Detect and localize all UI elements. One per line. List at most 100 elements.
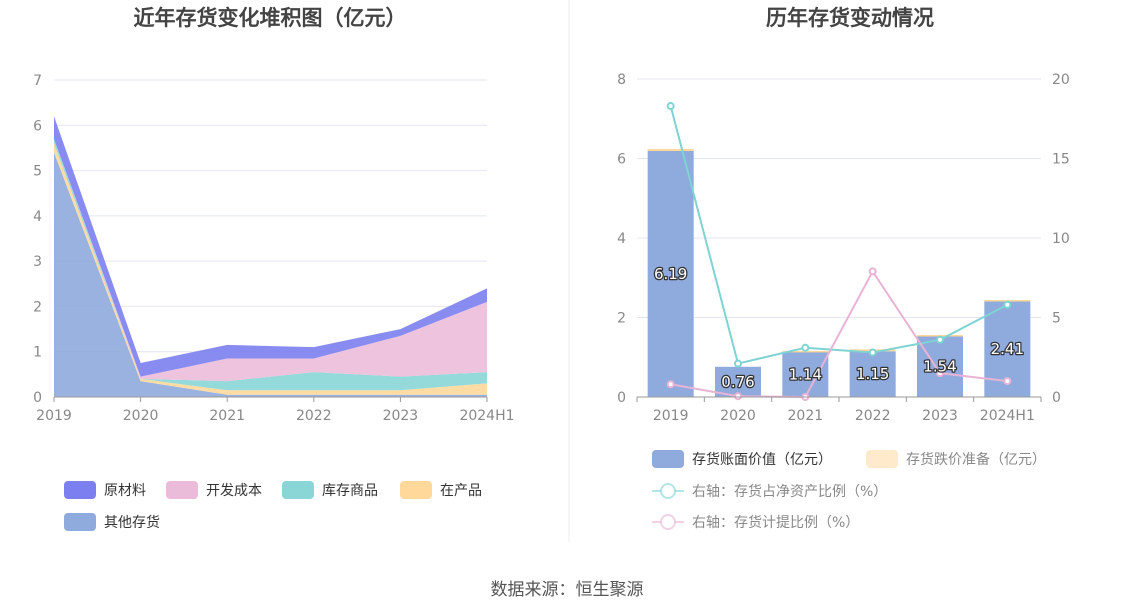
line-point <box>666 380 675 389</box>
right-chart-title: 历年存货变动情况 <box>766 6 934 30</box>
line-point <box>801 343 810 352</box>
left-y-tick: 5 <box>33 164 42 180</box>
left-y-tick: 3 <box>33 254 42 270</box>
inventory-bar <box>917 335 963 397</box>
right-y-tick-left: 2 <box>617 311 626 327</box>
impairment-bar <box>984 300 1031 302</box>
impairment-bar <box>647 148 694 151</box>
right-y-tick-left: 6 <box>617 152 626 168</box>
left-x-tick: 2019 <box>36 408 72 424</box>
bar-line-chart: 历年存货变动情况 6.190.76 1.14 1.15 1.542.41 024680… <box>617 6 1070 531</box>
right-grid <box>637 78 1041 318</box>
right-lines <box>666 102 1012 401</box>
line-point <box>868 348 877 357</box>
right-legend[interactable]: 存货账面价值（亿元） 存货跌价准备（亿元） 右轴：存货占净资产比例（%） 右轴：存货计… <box>652 450 1046 531</box>
area-series-0 <box>54 152 487 397</box>
line-series-3 <box>670 269 1008 399</box>
left-areas <box>54 116 487 397</box>
right-y-tick-left: 4 <box>617 231 626 247</box>
stacked-area-chart: 近年存货变化堆积图（亿元） 0 1 2 3 4 5 6 7 2019 2020 2021 2022 20… <box>33 6 515 531</box>
left-y-tick: 2 <box>33 299 42 315</box>
right-y-tick-right: 5 <box>1052 311 1061 327</box>
left-x-tick: 2020 <box>123 408 159 424</box>
left-y-tick: 1 <box>33 345 42 361</box>
right-legend-label: 存货跌价准备（亿元） <box>906 451 1046 468</box>
line-point <box>666 102 675 111</box>
right-x-tick: 2023 <box>922 408 958 424</box>
right-legend-marker <box>660 483 676 499</box>
bar-value-label: 1.54 <box>923 357 956 375</box>
left-x-tick: 2023 <box>383 408 419 424</box>
left-legend-swatch <box>64 481 96 499</box>
bar-value-label: 0.76 <box>721 373 754 391</box>
bar-value-label: 1.14 <box>789 365 822 383</box>
right-bars <box>647 148 1031 397</box>
inventory-bar <box>849 351 896 397</box>
left-legend-label: 开发成本 <box>206 483 262 499</box>
left-y-tick: 7 <box>33 73 42 89</box>
inventory-bar <box>647 150 694 397</box>
area-series-3 <box>54 138 487 382</box>
left-legend-swatch <box>400 481 432 499</box>
right-y-tick-right: 15 <box>1052 152 1070 168</box>
bar-value-label: 6.19 <box>654 265 687 283</box>
right-bar-labels: 6.19 0.76 1.14 1.15 1.54 2.41 <box>653 264 1026 392</box>
right-x-tick: 2022 <box>855 408 891 424</box>
inventory-bar <box>715 366 761 397</box>
right-legend-marker <box>660 514 676 530</box>
left-legend-label: 库存商品 <box>322 483 378 499</box>
right-x-tick: 2021 <box>788 408 824 424</box>
line-point <box>1003 300 1012 309</box>
right-legend-item[interactable]: 存货账面价值（亿元） <box>652 450 832 468</box>
bar-value-label: 1.15 <box>856 365 889 383</box>
right-legend-label: 存货账面价值（亿元） <box>692 451 832 468</box>
right-y-tick-right: 0 <box>1052 390 1061 406</box>
data-source: 数据来源：恒生聚源 <box>490 580 644 600</box>
left-legend-item[interactable]: 其他存货 <box>64 513 160 531</box>
right-legend-swatch <box>866 450 898 468</box>
inventory-bar <box>782 351 829 397</box>
left-legend-item[interactable]: 在产品 <box>400 481 482 499</box>
left-axis: 0 1 2 3 4 5 6 7 2019 2020 2021 2022 2023 2024H1 <box>33 73 514 424</box>
left-legend-item[interactable]: 库存商品 <box>282 481 378 499</box>
line-point <box>734 392 742 401</box>
right-x-tick: 2019 <box>653 408 689 424</box>
right-y-tick-left: 0 <box>617 390 626 406</box>
left-legend-swatch <box>64 513 96 531</box>
left-legend-item[interactable]: 原材料 <box>64 481 146 499</box>
right-y-tick-right: 20 <box>1052 72 1070 88</box>
left-legend-label: 原材料 <box>104 483 146 499</box>
left-legend-label: 其他存货 <box>104 514 160 531</box>
left-chart-title: 近年存货变化堆积图（亿元） <box>134 6 407 30</box>
line-point <box>1003 377 1012 386</box>
left-x-tick: 2021 <box>209 408 245 424</box>
left-legend-item[interactable]: 开发成本 <box>166 481 262 499</box>
right-legend-item[interactable]: 存货跌价准备（亿元） <box>866 450 1046 468</box>
right-x-tick: 2020 <box>720 408 756 424</box>
left-x-tick: 2024H1 <box>459 408 514 424</box>
left-y-tick: 4 <box>33 209 42 225</box>
line-point <box>936 335 944 344</box>
right-axis: 0 2 4 6 8 0 5 10 15 20 2019 2020 2021 2022 2023 2024H1 <box>617 72 1070 424</box>
left-x-tick: 2022 <box>296 408 332 424</box>
line-point <box>734 359 742 368</box>
left-legend-label: 在产品 <box>440 483 482 499</box>
left-y-tick: 6 <box>33 118 42 134</box>
right-legend-item[interactable]: 右轴：存货占净资产比例（%） <box>652 483 887 500</box>
bar-value-label: 2.41 <box>991 340 1024 358</box>
left-legend-swatch <box>282 481 314 499</box>
right-legend-label: 右轴：存货计提比例（%） <box>692 514 859 531</box>
right-y-tick-left: 8 <box>617 72 626 88</box>
right-x-tick: 2024H1 <box>980 408 1035 424</box>
left-legend-swatch <box>166 481 198 499</box>
left-grid <box>54 79 487 353</box>
right-legend-label: 右轴：存货占净资产比例（%） <box>692 483 887 500</box>
impairment-bar <box>917 334 963 337</box>
right-legend-item[interactable]: 右轴：存货计提比例（%） <box>652 514 859 531</box>
line-point <box>868 267 877 276</box>
line-series-2 <box>669 105 1008 365</box>
right-y-tick-right: 10 <box>1052 231 1070 247</box>
left-y-tick: 0 <box>33 390 42 406</box>
